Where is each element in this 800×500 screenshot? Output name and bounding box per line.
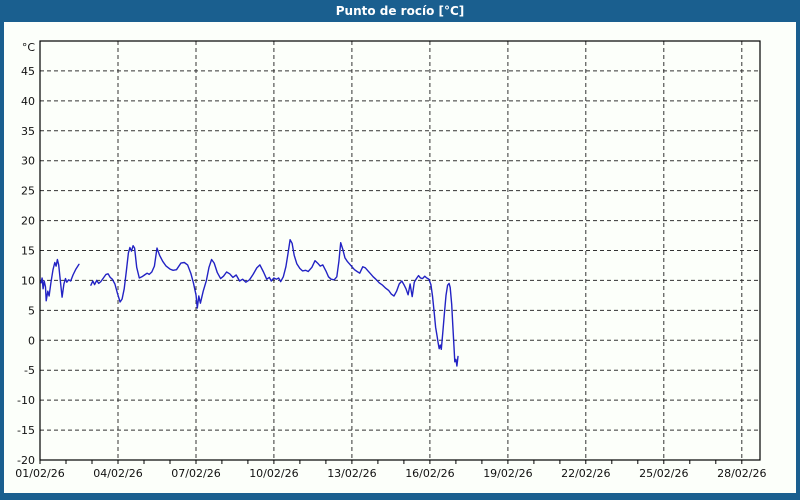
x-tick-label: 07/02/26 [171,467,220,480]
dew-point-series [40,238,459,367]
x-tick-label: 16/02/26 [405,467,454,480]
chart-title: Punto de rocío [°C] [335,4,465,18]
y-tick-label: -5 [24,364,35,377]
y-tick-label: 25 [21,185,35,198]
title-bar: Punto de rocío [°C] [0,0,800,22]
y-tick-label: 10 [21,274,35,287]
x-grid-and-labels: 01/02/26 04/02/26 07/02/26 10/02/26 13/02/26… [15,41,767,480]
x-tick-label: 25/02/26 [639,467,688,480]
x-tick-label: 19/02/26 [483,467,532,480]
y-tick-label: 35 [21,125,35,138]
x-tick-label: 13/02/26 [327,467,376,480]
x-tick-label: 01/02/26 [15,467,64,480]
y-tick-label: 20 [21,215,35,228]
y-tick-label: 15 [21,245,35,258]
y-tick-label: 0 [28,334,35,347]
series-line-segment [90,238,459,367]
y-tick-label: -15 [17,424,35,437]
x-tick-label: 22/02/26 [561,467,610,480]
plot-border [39,40,761,461]
y-tick-label: 45 [21,65,35,78]
x-tick-label: 04/02/26 [93,467,142,480]
x-tick-label: 10/02/26 [249,467,298,480]
y-grid-and-labels: 45 40 35 30 25 20 15 10 5 0 -5 -10 -15 -20 °C [17,41,760,467]
y-tick-label: 40 [21,95,35,108]
y-tick-label: -10 [17,394,35,407]
y-tick-label: 30 [21,155,35,168]
x-minor-ticks [39,460,743,464]
chart-area: 45 40 35 30 25 20 15 10 5 0 -5 -10 -15 -20 °C 01/02/26 0… [4,22,796,493]
y-tick-label: -20 [17,454,35,467]
series-line-segment [40,258,80,302]
x-tick-label: 28/02/26 [717,467,766,480]
y-tick-label: 5 [28,304,35,317]
y-axis-unit-label: °C [22,41,36,54]
